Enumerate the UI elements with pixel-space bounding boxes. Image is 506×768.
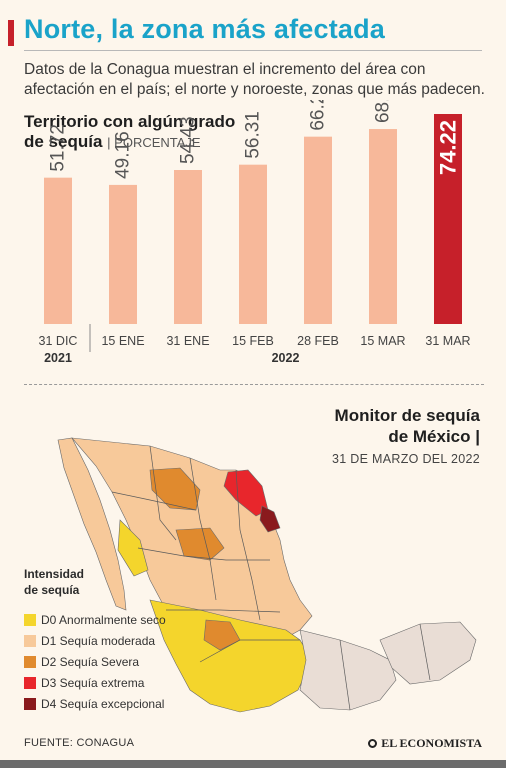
- bar-1: [109, 184, 137, 324]
- bar-5: [369, 129, 397, 324]
- x-tick-label-3: 15 FEB: [232, 334, 274, 348]
- legend-title-line1: Intensidad: [24, 567, 85, 581]
- section-divider: [24, 384, 484, 385]
- source-note: FUENTE: CONAGUA: [24, 737, 135, 749]
- legend-swatch-2: [24, 655, 36, 668]
- x-tick-label-1: 15 ENE: [101, 334, 144, 348]
- brand-icon: [368, 739, 378, 748]
- chart-unit: | PORCENTAJE: [107, 135, 201, 150]
- legend-item-0: D0 Anormalmente seco: [24, 609, 166, 630]
- jalisco-severe: [203, 619, 241, 651]
- mainland-central: [149, 599, 313, 713]
- legend-label-3: D3 Sequía extrema: [41, 675, 145, 690]
- baja-california-peninsula: [57, 437, 127, 611]
- map-land: [57, 437, 477, 713]
- legend-label-4: D4 Sequía excepcional: [41, 696, 165, 711]
- bar-value-label-4: 66.21: [308, 100, 329, 131]
- bar-value-label-0: 51.72: [48, 124, 69, 172]
- bar-value-label-2: 54.43: [178, 116, 199, 164]
- map-title: Monitor de sequía de México |: [334, 406, 480, 446]
- legend-swatch-4: [24, 697, 36, 710]
- brand-logo: EL ECONOMISTA: [368, 736, 482, 751]
- legend-title: Intensidad de sequía: [24, 566, 84, 598]
- bar-value-label-5: 68.90: [373, 100, 394, 123]
- bar-3: [239, 164, 267, 324]
- title-rule: [24, 50, 482, 51]
- bar-2: [174, 169, 202, 324]
- drought-bar-chart: 51.72 49.16 54.43 56.31 66.21 68.90 74.22 31 DI…: [39, 100, 471, 365]
- x-tick-label-6: 31 MAR: [425, 334, 470, 348]
- legend-swatch-3: [24, 676, 36, 689]
- page-title: Norte, la zona más afectada: [24, 14, 386, 44]
- chart-title-line2: de sequía: [24, 132, 103, 151]
- legend-label-1: D1 Sequía moderada: [41, 633, 156, 648]
- x-tick-label-4: 28 FEB: [297, 334, 339, 348]
- page-subtitle: Datos de la Conagua muestran el incremen…: [24, 61, 485, 98]
- map-title-line1: Monitor de sequía: [334, 406, 480, 425]
- bar-6: [434, 114, 462, 324]
- legend-label-2: D2 Sequía Severa: [41, 654, 140, 669]
- legend-label-0: D0 Anormalmente seco: [41, 612, 166, 627]
- drought-legend: D0 Anormalmente seco D1 Sequía moderada D2…: [24, 609, 166, 714]
- chart-title: Territorio con algún grado de sequía | P…: [24, 112, 235, 153]
- bar-0: [44, 177, 72, 324]
- title-accent-bar: [8, 20, 14, 46]
- x-tick-label-0: 31 DIC: [39, 334, 78, 348]
- chart-unit-text: PORCENTAJE: [114, 135, 201, 150]
- legend-item-4: D4 Sequía excepcional: [24, 693, 166, 714]
- legend-swatch-0: [24, 613, 36, 626]
- legend-title-line2: de sequía: [24, 583, 80, 597]
- sinaloa-dry: [117, 519, 149, 577]
- tamaulipas-hotspot: [259, 505, 281, 533]
- durango-severe: [175, 527, 225, 561]
- mexico-drought-map: [57, 437, 477, 713]
- chart-title-line1: Territorio con algún grado: [24, 112, 236, 131]
- x-tick-label-5: 15 MAR: [360, 334, 405, 348]
- legend-swatch-1: [24, 634, 36, 647]
- yucatan-peninsula: [379, 621, 477, 685]
- isthmus-and-south: [299, 629, 397, 711]
- year-label-1: 2022: [272, 351, 300, 365]
- bar-value-label-3: 56.31: [243, 111, 264, 159]
- map-date: 31 DE MARZO DEL 2022: [332, 452, 480, 466]
- state-borders: [111, 445, 431, 711]
- x-tick-label-2: 31 ENE: [166, 334, 209, 348]
- legend-item-3: D3 Sequía extrema: [24, 672, 166, 693]
- legend-item-1: D1 Sequía moderada: [24, 630, 166, 651]
- bar-value-label-6: 74.22: [436, 120, 461, 175]
- bar-4: [304, 136, 332, 324]
- brand-name: EL ECONOMISTA: [381, 736, 482, 750]
- year-label-0: 2021: [44, 351, 72, 365]
- bar-value-label-1: 49.16: [113, 131, 134, 179]
- map-title-line2: de México: [388, 427, 471, 446]
- legend-item-2: D2 Sequía Severa: [24, 651, 166, 672]
